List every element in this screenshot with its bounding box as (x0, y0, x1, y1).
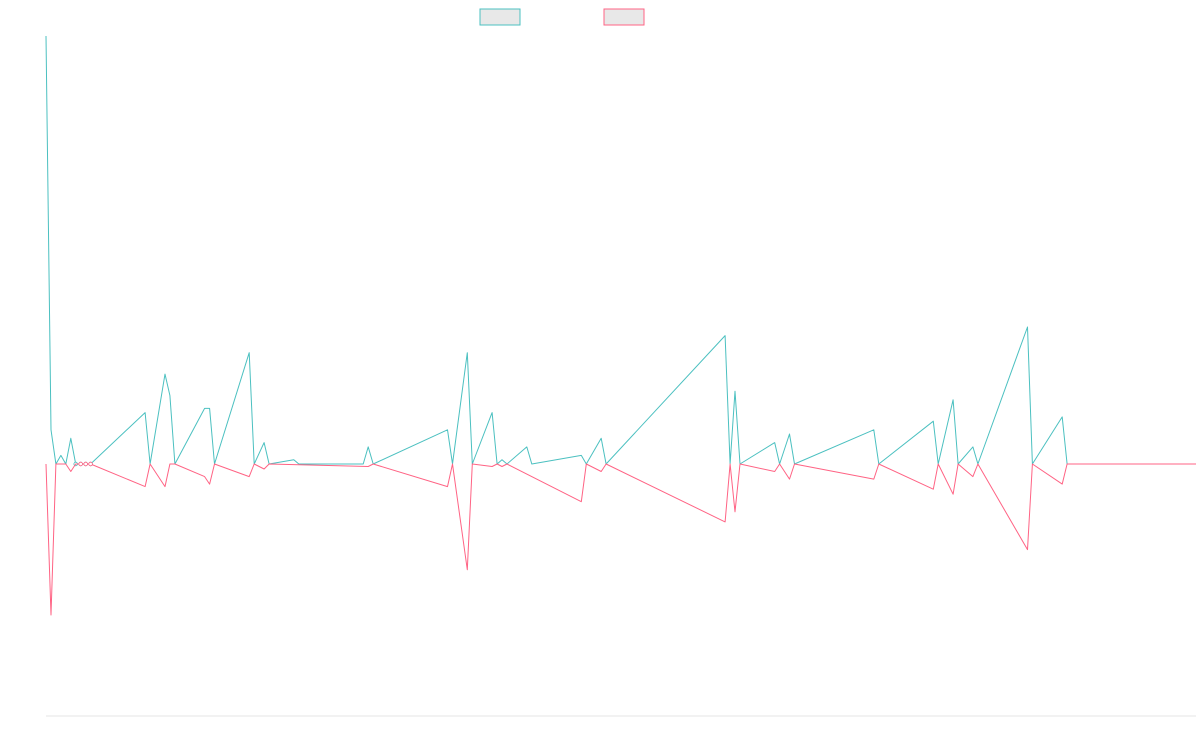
legend-swatch-1[interactable] (603, 8, 645, 26)
series-line-1 (45, 463, 1196, 616)
legend (479, 8, 645, 26)
data-point[interactable] (78, 461, 83, 467)
data-point[interactable] (88, 461, 93, 467)
series-line-0 (45, 35, 1196, 465)
legend-swatch-0[interactable] (479, 8, 521, 26)
series-layer (45, 35, 1196, 616)
data-point[interactable] (83, 461, 88, 467)
